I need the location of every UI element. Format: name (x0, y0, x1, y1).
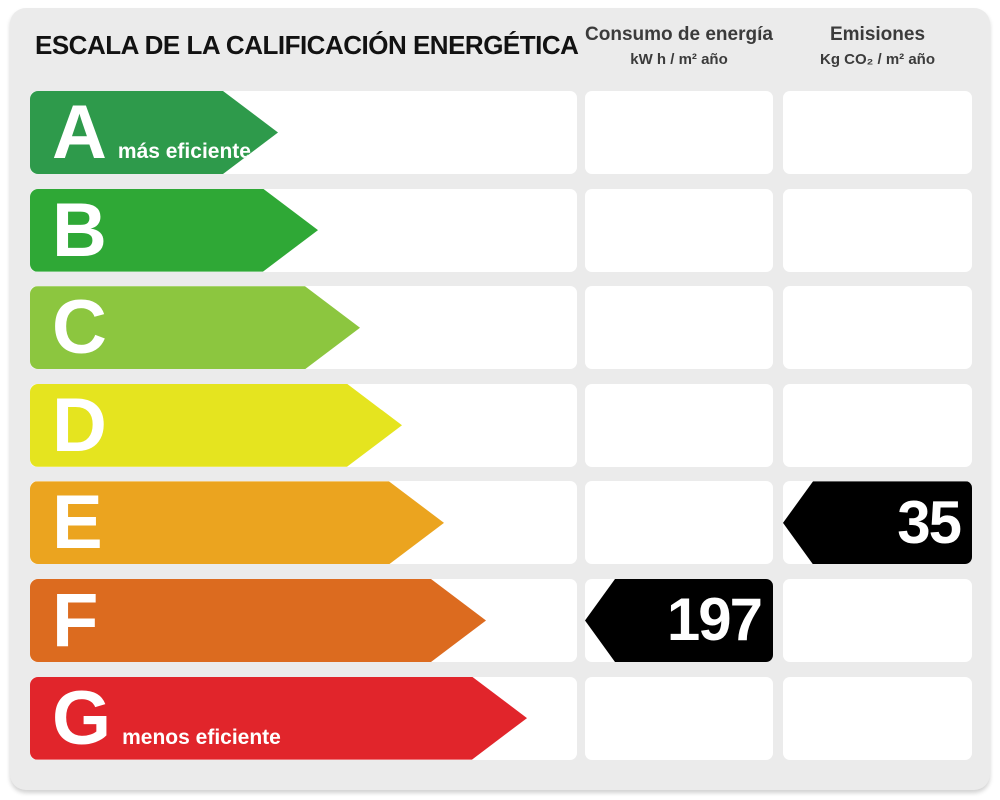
scale-row-b: B (30, 188, 972, 272)
consumption-cell-a (585, 91, 773, 174)
emissions-cell-a (783, 91, 972, 174)
consumption-cell-c (585, 286, 773, 370)
emissions-value-arrow: 35 (783, 481, 972, 565)
rating-bar-b: B (30, 189, 318, 272)
rating-bar-d: D (30, 384, 402, 467)
consumption-cell-b (585, 188, 773, 272)
consumption-cell-f: 197 (585, 578, 773, 662)
scale-row-f: F 197 (30, 578, 972, 662)
emissions-cell-g (783, 676, 972, 760)
scale-cell-b: B (30, 188, 577, 272)
scale-cell-f: F (30, 578, 577, 662)
emissions-cell-c (783, 286, 972, 370)
scale-cell-d: D (30, 383, 577, 467)
rating-bar-c: C (30, 286, 360, 369)
consumption-column-unit: kW h / m² año (630, 51, 728, 68)
rating-note-a: más eficiente (117, 140, 251, 163)
rating-note-g: menos eficiente (122, 725, 281, 749)
header: ESCALA DE LA CALIFICACIÓN ENERGÉTICA Con… (10, 8, 990, 91)
emissions-column-header: Emisiones Kg CO₂ / m² año (783, 24, 972, 68)
rating-letter-b: B (52, 187, 105, 273)
consumption-value-arrow: 197 (585, 578, 773, 662)
consumption-column-title: Consumo de energía (585, 24, 773, 45)
emissions-cell-b (783, 188, 972, 272)
rating-bar-f: F (30, 579, 486, 662)
rating-letter-a: A (52, 90, 105, 175)
consumption-column-header: Consumo de energía kW h / m² año (585, 24, 773, 68)
scale-row-c: C (30, 286, 972, 370)
emissions-value: 35 (897, 488, 962, 556)
emissions-cell-e: 35 (783, 481, 972, 565)
rating-letter-c: C (52, 285, 105, 371)
scale-row-e: E 35 (30, 481, 972, 565)
energy-scale-panel: ESCALA DE LA CALIFICACIÓN ENERGÉTICA Con… (10, 8, 990, 790)
emissions-column-title: Emisiones (829, 24, 926, 45)
rating-letter-e: E (52, 480, 101, 566)
consumption-cell-e (585, 481, 773, 565)
consumption-value: 197 (666, 586, 763, 654)
consumption-cell-d (585, 383, 773, 467)
emissions-cell-d (783, 383, 972, 467)
rating-letter-d: D (52, 382, 105, 468)
emissions-column-unit: Kg CO₂ / m² año (820, 51, 935, 68)
consumption-cell-g (585, 676, 773, 760)
rating-letter-g: G (52, 675, 110, 761)
page-title: ESCALA DE LA CALIFICACIÓN ENERGÉTICA (35, 30, 579, 60)
emissions-cell-f (783, 578, 972, 662)
scale-cell-c: C (30, 286, 577, 370)
scale-row-d: D (30, 383, 972, 467)
rating-letter-f: F (52, 577, 97, 663)
scale-cell-e: E (30, 481, 577, 565)
rating-bar-e: E (30, 481, 444, 564)
